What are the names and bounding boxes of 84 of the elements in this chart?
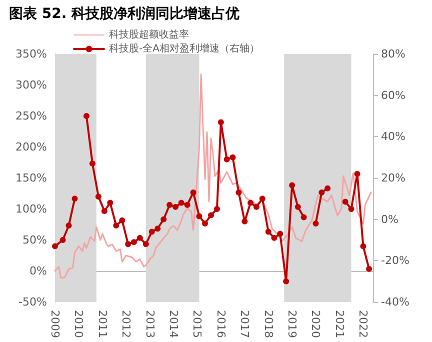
legend-label: 科技股超额收益率 (109, 28, 189, 40)
point (172, 204, 179, 210)
point (208, 212, 214, 218)
point (60, 237, 66, 243)
x-tick-label: 2018 (262, 310, 275, 338)
point (95, 194, 102, 200)
point (283, 278, 290, 284)
y-tick-label: 150% (16, 172, 47, 184)
point (89, 160, 96, 167)
y2-tick-label: 20% (381, 172, 406, 184)
point (324, 185, 331, 192)
x-tick-label: 2012 (120, 310, 133, 338)
x-tick-label: 2014 (167, 310, 180, 338)
point (366, 266, 372, 272)
point (125, 241, 132, 248)
point (300, 214, 307, 220)
point (160, 216, 167, 222)
point (136, 234, 143, 241)
point (178, 200, 184, 206)
point (242, 218, 248, 224)
y2-tick-label: -20% (381, 254, 410, 268)
point (154, 226, 161, 232)
point (66, 222, 72, 229)
point (113, 222, 120, 229)
y2-tick-label: 0% (381, 212, 398, 226)
point (107, 200, 114, 206)
x-tick-label: 2011 (96, 310, 109, 338)
point (348, 206, 354, 212)
y-tick-label: 0% (30, 264, 47, 278)
point (253, 204, 260, 210)
point (259, 196, 266, 202)
y-tick-label: -50% (18, 296, 47, 308)
legend-label: 科技股-全A相对盈利增速（右轴） (109, 42, 260, 54)
point (52, 243, 58, 250)
x-tick-label: 2017 (238, 310, 252, 338)
point (218, 119, 224, 126)
point (166, 202, 173, 208)
point (265, 228, 272, 235)
y-tick-label: 300% (16, 78, 47, 92)
y-tick-label: 100% (16, 202, 47, 216)
point (230, 154, 236, 160)
y2-tick-label: 80% (381, 48, 406, 60)
point (101, 208, 108, 214)
point (312, 220, 319, 226)
x-tick-label: 2019 (286, 310, 299, 338)
point (142, 241, 149, 248)
y-tick-label: 350% (16, 48, 47, 60)
y2-tick-label: 60% (381, 88, 406, 102)
point (196, 213, 202, 220)
x-tick-label: 2016 (214, 310, 228, 338)
point (130, 239, 137, 246)
x-tick-label: 2015 (190, 310, 204, 338)
x-tick-label: 2010 (72, 310, 86, 338)
y2-tick-label: 40% (381, 130, 406, 144)
x-tick-label: 2020 (309, 310, 322, 338)
x-tick-label: 2009 (48, 310, 62, 338)
y-tick-label: 250% (16, 110, 47, 122)
point (184, 202, 190, 208)
point (236, 189, 242, 196)
point (318, 189, 325, 196)
point (83, 113, 90, 119)
point (342, 198, 348, 205)
point (248, 200, 254, 206)
point (294, 204, 301, 210)
x-tick-label: 2021 (333, 310, 346, 338)
point (224, 156, 230, 162)
x-tick-label: 2013 (143, 310, 156, 338)
point (271, 234, 278, 241)
chart-title: 图表 52. 科技股净利润同比增速占优 (9, 5, 240, 22)
x-tick-label: 2022 (356, 310, 370, 338)
point (72, 196, 78, 202)
point (119, 217, 126, 224)
point (148, 228, 155, 235)
point (202, 220, 208, 226)
point (190, 189, 196, 196)
y-tick-label: 50% (22, 234, 47, 246)
point (289, 182, 296, 188)
point (277, 230, 284, 237)
y2-tick-label: -40% (381, 296, 410, 308)
line-series (54, 74, 372, 279)
point (354, 170, 360, 177)
point (360, 243, 366, 250)
point (214, 206, 220, 212)
y-tick-label: 200% (16, 140, 47, 154)
